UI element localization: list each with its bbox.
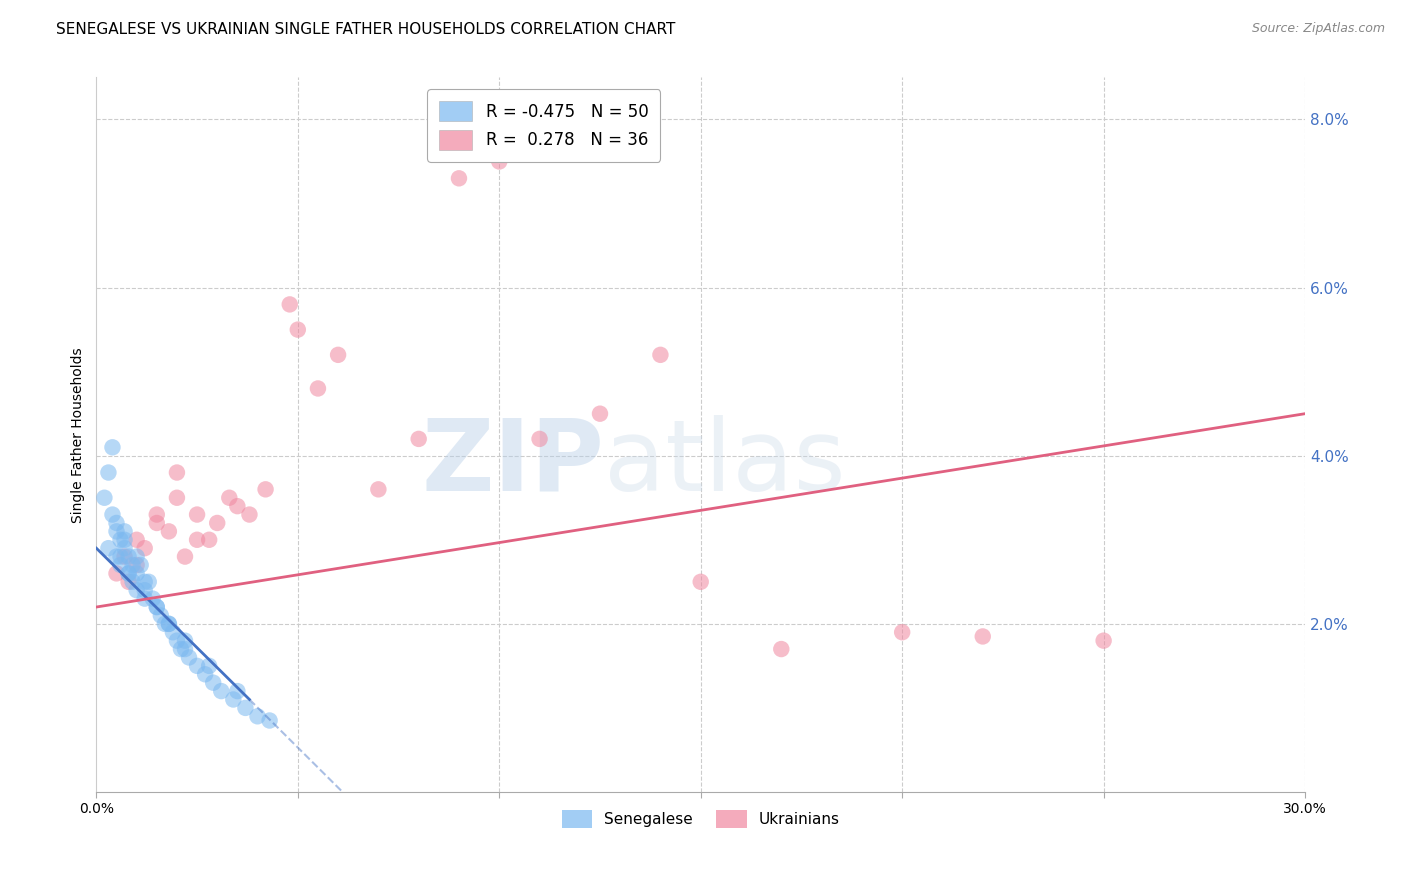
Point xyxy=(101,440,124,454)
Point xyxy=(153,616,176,631)
Point xyxy=(287,323,309,337)
Point xyxy=(114,524,136,539)
Point xyxy=(105,549,128,564)
Legend: Senegalese, Ukrainians: Senegalese, Ukrainians xyxy=(555,804,846,834)
Point xyxy=(162,625,184,640)
Point xyxy=(186,533,208,547)
Point xyxy=(125,533,148,547)
Point xyxy=(166,491,188,505)
Text: SENEGALESE VS UKRAINIAN SINGLE FATHER HOUSEHOLDS CORRELATION CHART: SENEGALESE VS UKRAINIAN SINGLE FATHER HO… xyxy=(56,22,676,37)
Point xyxy=(770,642,793,657)
Y-axis label: Single Father Households: Single Father Households xyxy=(72,347,86,523)
Point xyxy=(254,483,277,497)
Point xyxy=(259,714,281,728)
Point xyxy=(138,574,160,589)
Text: ZIP: ZIP xyxy=(422,415,605,512)
Point xyxy=(326,348,349,362)
Point xyxy=(146,508,169,522)
Point xyxy=(174,642,197,657)
Point xyxy=(589,407,612,421)
Text: Source: ZipAtlas.com: Source: ZipAtlas.com xyxy=(1251,22,1385,36)
Point xyxy=(205,516,228,530)
Point xyxy=(117,549,139,564)
Point xyxy=(174,633,197,648)
Point xyxy=(157,616,180,631)
Point xyxy=(117,566,139,581)
Point xyxy=(105,524,128,539)
Point xyxy=(166,633,188,648)
Point xyxy=(125,558,148,572)
Point xyxy=(689,574,711,589)
Point xyxy=(125,566,148,581)
Point xyxy=(157,524,180,539)
Point xyxy=(134,583,156,598)
Point xyxy=(218,491,240,505)
Point xyxy=(166,466,188,480)
Point xyxy=(972,630,994,644)
Point xyxy=(174,549,197,564)
Point xyxy=(134,574,156,589)
Point xyxy=(105,516,128,530)
Point xyxy=(226,499,249,513)
Point xyxy=(97,541,120,556)
Point xyxy=(101,508,124,522)
Point xyxy=(134,541,156,556)
Point xyxy=(170,642,193,657)
Point xyxy=(114,549,136,564)
Point xyxy=(105,566,128,581)
Point xyxy=(125,583,148,598)
Point xyxy=(146,600,169,615)
Point xyxy=(110,549,132,564)
Point xyxy=(177,650,200,665)
Point xyxy=(186,508,208,522)
Point xyxy=(202,675,225,690)
Point xyxy=(93,491,115,505)
Point xyxy=(1092,633,1115,648)
Point xyxy=(226,684,249,698)
Point xyxy=(125,549,148,564)
Point xyxy=(408,432,430,446)
Text: atlas: atlas xyxy=(605,415,845,512)
Point xyxy=(447,171,470,186)
Point xyxy=(488,154,510,169)
Point xyxy=(134,591,156,606)
Point xyxy=(110,533,132,547)
Point xyxy=(114,533,136,547)
Point xyxy=(97,466,120,480)
Point xyxy=(114,541,136,556)
Point xyxy=(198,658,221,673)
Point xyxy=(209,684,232,698)
Point xyxy=(222,692,245,706)
Point xyxy=(246,709,269,723)
Point xyxy=(186,658,208,673)
Point xyxy=(121,574,143,589)
Point xyxy=(198,533,221,547)
Point xyxy=(117,566,139,581)
Point xyxy=(278,297,301,311)
Point xyxy=(235,701,257,715)
Point xyxy=(142,591,165,606)
Point xyxy=(146,600,169,615)
Point xyxy=(117,574,139,589)
Point xyxy=(146,516,169,530)
Point xyxy=(238,508,260,522)
Point xyxy=(110,558,132,572)
Point xyxy=(650,348,672,362)
Point xyxy=(157,616,180,631)
Point xyxy=(149,608,172,623)
Point xyxy=(121,558,143,572)
Point xyxy=(307,382,329,396)
Point xyxy=(194,667,217,681)
Point xyxy=(129,558,152,572)
Point xyxy=(891,625,914,640)
Point xyxy=(529,432,551,446)
Point xyxy=(367,483,389,497)
